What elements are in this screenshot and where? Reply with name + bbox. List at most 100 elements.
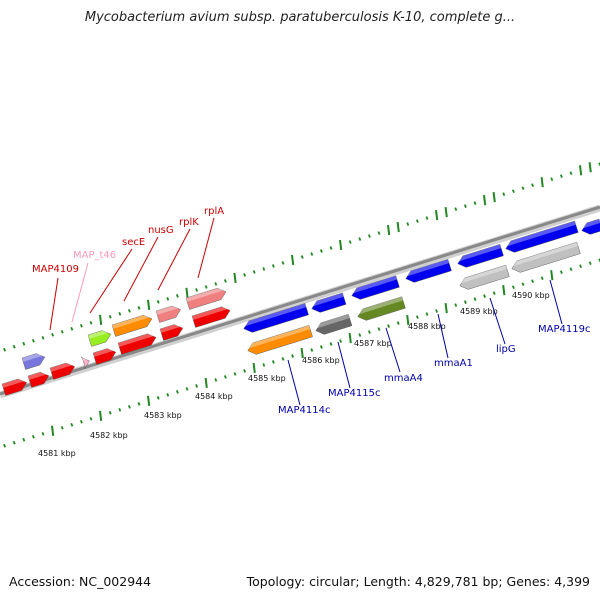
lower-track-tick <box>108 411 112 415</box>
upper-track-tick <box>454 207 458 211</box>
upper-track-tick <box>51 332 55 337</box>
lower-track-tick <box>358 333 362 337</box>
upper-track-tick <box>502 192 506 196</box>
lower-track-tick <box>588 261 592 266</box>
upper-track-tick <box>425 216 429 220</box>
gene-rpla <box>185 287 227 310</box>
lower-track-tick <box>377 327 381 331</box>
gene-blue <box>581 218 600 235</box>
lower-track-tick <box>348 332 352 344</box>
lower-track-tick <box>166 393 170 397</box>
upper-track-tick <box>243 273 247 277</box>
tick-marks <box>3 162 600 448</box>
upper-track-tick <box>521 186 525 191</box>
gene-nusg <box>111 314 153 337</box>
upper-track-tick <box>329 246 333 250</box>
lower-track-tick <box>463 300 467 304</box>
lower-track-tick <box>137 402 141 406</box>
upper-track-tick <box>569 171 573 176</box>
upper-track-tick <box>99 314 103 325</box>
lower-track-tick <box>281 357 285 361</box>
upper-track-tick <box>473 201 477 205</box>
gene-leader-line <box>89 248 133 314</box>
kbp-label: 4584 kbp <box>195 392 233 401</box>
upper-track-tick <box>310 252 314 256</box>
accession-label: Accession: NC_002944 <box>9 574 152 589</box>
lower-track-tick <box>473 297 477 301</box>
lower-track-tick <box>396 321 400 325</box>
upper-track-tick <box>377 231 381 235</box>
lower-track-tick <box>300 347 304 359</box>
gene-blue <box>311 292 347 313</box>
gene-map-t46 <box>80 356 90 370</box>
lower-track-tick <box>127 405 131 409</box>
lower-track-tick <box>559 270 563 275</box>
kbp-label: 4588 kbp <box>408 322 446 331</box>
gene-label: secE <box>122 237 145 248</box>
upper-track-tick <box>291 254 295 266</box>
lower-track-tick <box>12 440 16 445</box>
lower-track-tick <box>175 390 179 394</box>
lower-track-tick <box>454 303 458 307</box>
upper-track-tick <box>223 279 227 283</box>
lower-track-tick <box>41 431 45 436</box>
upper-track-tick <box>89 320 93 325</box>
lower-track-tick <box>99 410 103 421</box>
lower-track-tick <box>271 360 275 364</box>
lower-track-tick <box>195 384 199 388</box>
lower-track-tick <box>425 312 429 316</box>
gene-features <box>1 218 600 396</box>
upper-track-tick <box>406 222 410 226</box>
gene-red <box>92 348 117 365</box>
genome-summary: Topology: circular; Length: 4,829,781 bp… <box>246 574 590 589</box>
kbp-labels: 4581 kbp 4582 kbp 4583 kbp 4584 kbp 4585 kbp… <box>38 291 550 458</box>
gene-blue <box>351 275 400 300</box>
kbp-label: 4586 kbp <box>302 356 340 365</box>
upper-track-tick <box>300 255 304 259</box>
upper-track-tick <box>3 347 7 352</box>
upper-track-tick <box>214 282 218 286</box>
gene-leader-line <box>549 279 563 325</box>
gene-label: MAP_t46 <box>73 250 116 261</box>
kbp-label: 4587 kbp <box>354 339 392 348</box>
upper-track-tick <box>118 312 122 316</box>
backbone-line-core <box>0 205 600 396</box>
gene-label: nusG <box>148 225 174 236</box>
gene-map4115c <box>315 314 353 335</box>
gene-label: MAP4115c <box>328 388 380 399</box>
upper-track-tick <box>492 192 496 203</box>
lower-track-tick <box>483 294 487 298</box>
lower-track-tick <box>118 408 122 412</box>
upper-track-tick <box>511 189 515 193</box>
gene-leader-line <box>71 262 89 323</box>
gene-rplk <box>155 305 181 323</box>
upper-track-tick <box>396 221 400 233</box>
lower-track-tick <box>521 282 525 287</box>
upper-track-tick <box>387 224 391 236</box>
lower-track-tick <box>79 419 83 424</box>
map-title: Mycobacterium avium subsp. paratuberculo… <box>84 10 516 25</box>
gene-sece <box>87 330 112 347</box>
lower-track-tick <box>329 342 333 346</box>
upper-track-tick <box>137 306 141 310</box>
upper-track-tick <box>22 341 26 346</box>
lower-track-tick <box>60 425 64 430</box>
upper-track-tick <box>147 299 151 310</box>
gene-label: rplA <box>204 206 224 217</box>
gene-leader-line <box>287 359 301 406</box>
upper-track-tick <box>367 234 371 238</box>
upper-track-tick <box>195 288 199 292</box>
lower-track-tick <box>502 285 506 296</box>
upper-track-tick <box>588 162 592 173</box>
lower-track-tick <box>147 395 151 406</box>
gene-red <box>191 306 231 328</box>
gene-leader-line <box>385 327 401 373</box>
lower-track-tick <box>550 270 554 281</box>
upper-track-tick <box>550 177 554 182</box>
lower-track-tick <box>387 324 391 328</box>
gene-red <box>1 378 27 396</box>
upper-track-tick <box>70 326 74 331</box>
upper-track-tick <box>358 237 362 241</box>
gene-leader-line <box>197 217 215 279</box>
